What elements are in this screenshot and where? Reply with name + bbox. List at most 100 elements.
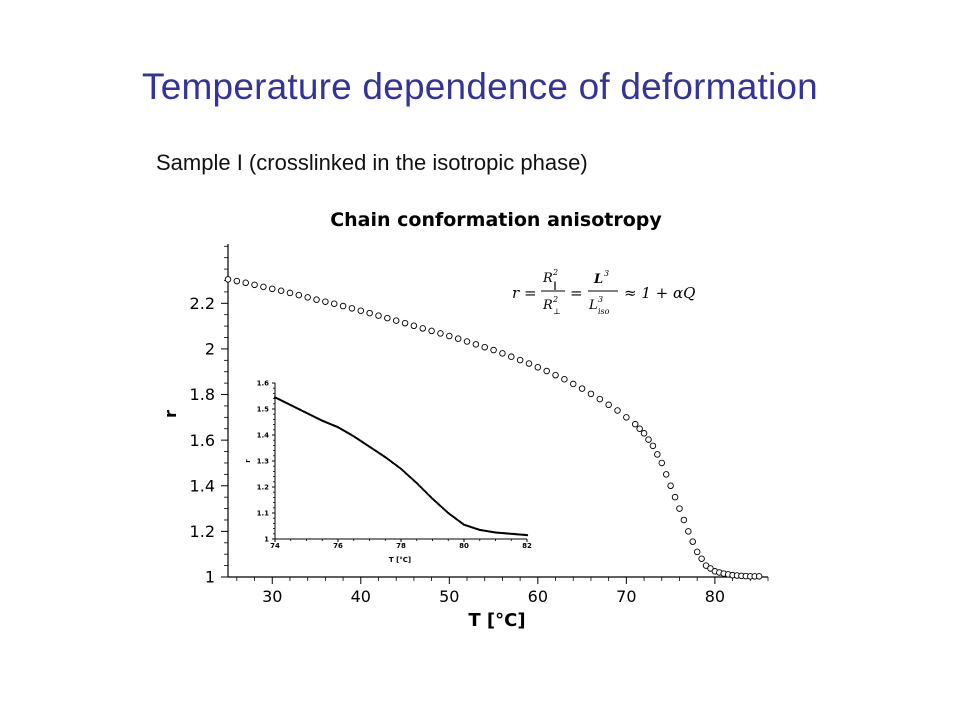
inset-x-axis-label: T [°C] <box>389 556 411 564</box>
main-data-point <box>636 425 643 432</box>
main-data-point <box>260 283 267 291</box>
main-data-point <box>614 407 621 414</box>
main-data-point <box>446 332 453 340</box>
main-data-point <box>561 376 568 383</box>
inset-data-point <box>525 534 529 537</box>
main-data-point <box>525 360 533 367</box>
main-x-tick-label: 80 <box>705 587 725 606</box>
main-x-axis-label: T [°C] <box>468 610 525 631</box>
main-data-point <box>410 322 418 330</box>
main-data-point <box>605 401 612 409</box>
main-data-point <box>693 548 701 556</box>
main-data-point <box>401 319 409 327</box>
main-data-point <box>366 309 373 317</box>
main-x-tick-label: 40 <box>351 587 371 606</box>
inset-x-tick-label: 82 <box>522 542 532 550</box>
main-data-point <box>587 390 595 398</box>
main-data-point <box>534 364 542 371</box>
main-data-point <box>508 353 515 360</box>
svg-text:3: 3 <box>598 295 603 304</box>
svg-text:L: L <box>588 298 598 313</box>
main-y-tick-label: 1.8 <box>190 385 215 404</box>
main-data-point <box>454 335 462 342</box>
main-data-point <box>419 325 427 332</box>
inset-x-tick-label: 80 <box>459 542 469 550</box>
inset-y-tick-label: 1.3 <box>257 457 270 465</box>
chart-title: Chain conformation anisotropy <box>330 209 662 231</box>
inset-x-tick-label: 74 <box>270 542 280 550</box>
svg-text:‖: ‖ <box>553 281 557 290</box>
main-data-point <box>631 420 639 428</box>
main-data-point <box>667 482 674 490</box>
main-data-point <box>224 276 232 283</box>
main-data-point <box>685 528 692 535</box>
main-data-point <box>649 442 657 450</box>
svg-text:⊥: ⊥ <box>553 307 561 316</box>
inset-y-tick-label: 1.6 <box>257 379 270 387</box>
inset-x-tick-label: 76 <box>333 542 343 550</box>
main-y-tick-label: 1.6 <box>190 431 215 450</box>
svg-text:=: = <box>570 284 583 302</box>
main-data-point <box>322 298 329 305</box>
main-data-point <box>348 305 356 312</box>
main-points <box>224 276 763 580</box>
main-data-point <box>707 565 714 572</box>
main-data-point <box>251 281 258 289</box>
main-data-point <box>596 395 604 403</box>
main-data-point <box>658 459 666 467</box>
inset-points <box>273 396 529 537</box>
inset-y-tick-label: 1 <box>264 535 269 543</box>
main-data-point <box>233 277 241 285</box>
inset-y-tick-label: 1.2 <box>257 483 270 491</box>
main-data-point <box>428 327 435 335</box>
inset-x-tick-label: 78 <box>396 542 406 550</box>
main-y-tick-label: 2 <box>205 340 215 359</box>
main-data-point <box>286 289 294 297</box>
main-data-point <box>330 300 338 308</box>
main-axes <box>227 244 768 578</box>
main-data-point <box>640 430 648 437</box>
main-x-tick-label: 70 <box>616 587 636 606</box>
main-data-point <box>490 346 497 354</box>
main-x-tick-label: 30 <box>262 587 282 606</box>
main-data-point <box>277 287 285 295</box>
main-data-point <box>357 307 365 314</box>
main-data-point <box>623 414 630 421</box>
main-data-point <box>702 562 710 569</box>
main-data-point <box>242 279 249 287</box>
svg-text:3: 3 <box>604 269 609 278</box>
formula-annotation: r = R 2 ‖ R 2 ⊥ = L 3 L 3 iso ≈ 1 + αQ <box>512 268 695 316</box>
svg-text:R: R <box>542 271 553 286</box>
main-data-point <box>689 538 697 545</box>
main-data-point <box>437 330 444 337</box>
main-data-point <box>516 356 524 364</box>
inset-ticks: 74 76 78 80 82 1 1.1 1.2 1.3 1.4 1.5 1.6 <box>257 379 532 550</box>
main-y-tick-label: 1.4 <box>190 476 215 495</box>
svg-text:2: 2 <box>552 295 558 304</box>
main-data-point <box>671 493 679 501</box>
svg-text:L: L <box>593 272 603 287</box>
main-data-point <box>375 312 382 319</box>
main-ticks: 30 40 50 60 70 80 1 1.2 1.4 1.6 1.8 2 2.2 <box>190 245 769 606</box>
main-data-point <box>645 436 652 443</box>
main-y-axis-label: r <box>161 410 180 418</box>
inset-y-axis-label: r <box>244 459 252 463</box>
svg-text:r =: r = <box>512 284 537 302</box>
inset-y-tick-label: 1.1 <box>257 509 270 517</box>
main-y-tick-label: 1.2 <box>190 522 215 541</box>
main-data-point <box>269 285 276 293</box>
main-data-point <box>392 317 400 324</box>
main-data-point <box>662 471 670 478</box>
slide-title: Temperature dependence of deformation <box>142 66 818 107</box>
main-data-point <box>499 350 506 357</box>
main-data-point <box>384 314 391 322</box>
inset-y-tick-label: 1.4 <box>257 431 270 439</box>
main-data-point <box>313 296 320 303</box>
main-y-tick-label: 2.2 <box>190 294 215 313</box>
main-data-point <box>578 385 586 392</box>
main-data-point <box>472 341 480 348</box>
main-data-point <box>676 505 683 512</box>
svg-text:≈ 1 + αQ: ≈ 1 + αQ <box>624 284 695 302</box>
main-data-point <box>755 573 763 580</box>
